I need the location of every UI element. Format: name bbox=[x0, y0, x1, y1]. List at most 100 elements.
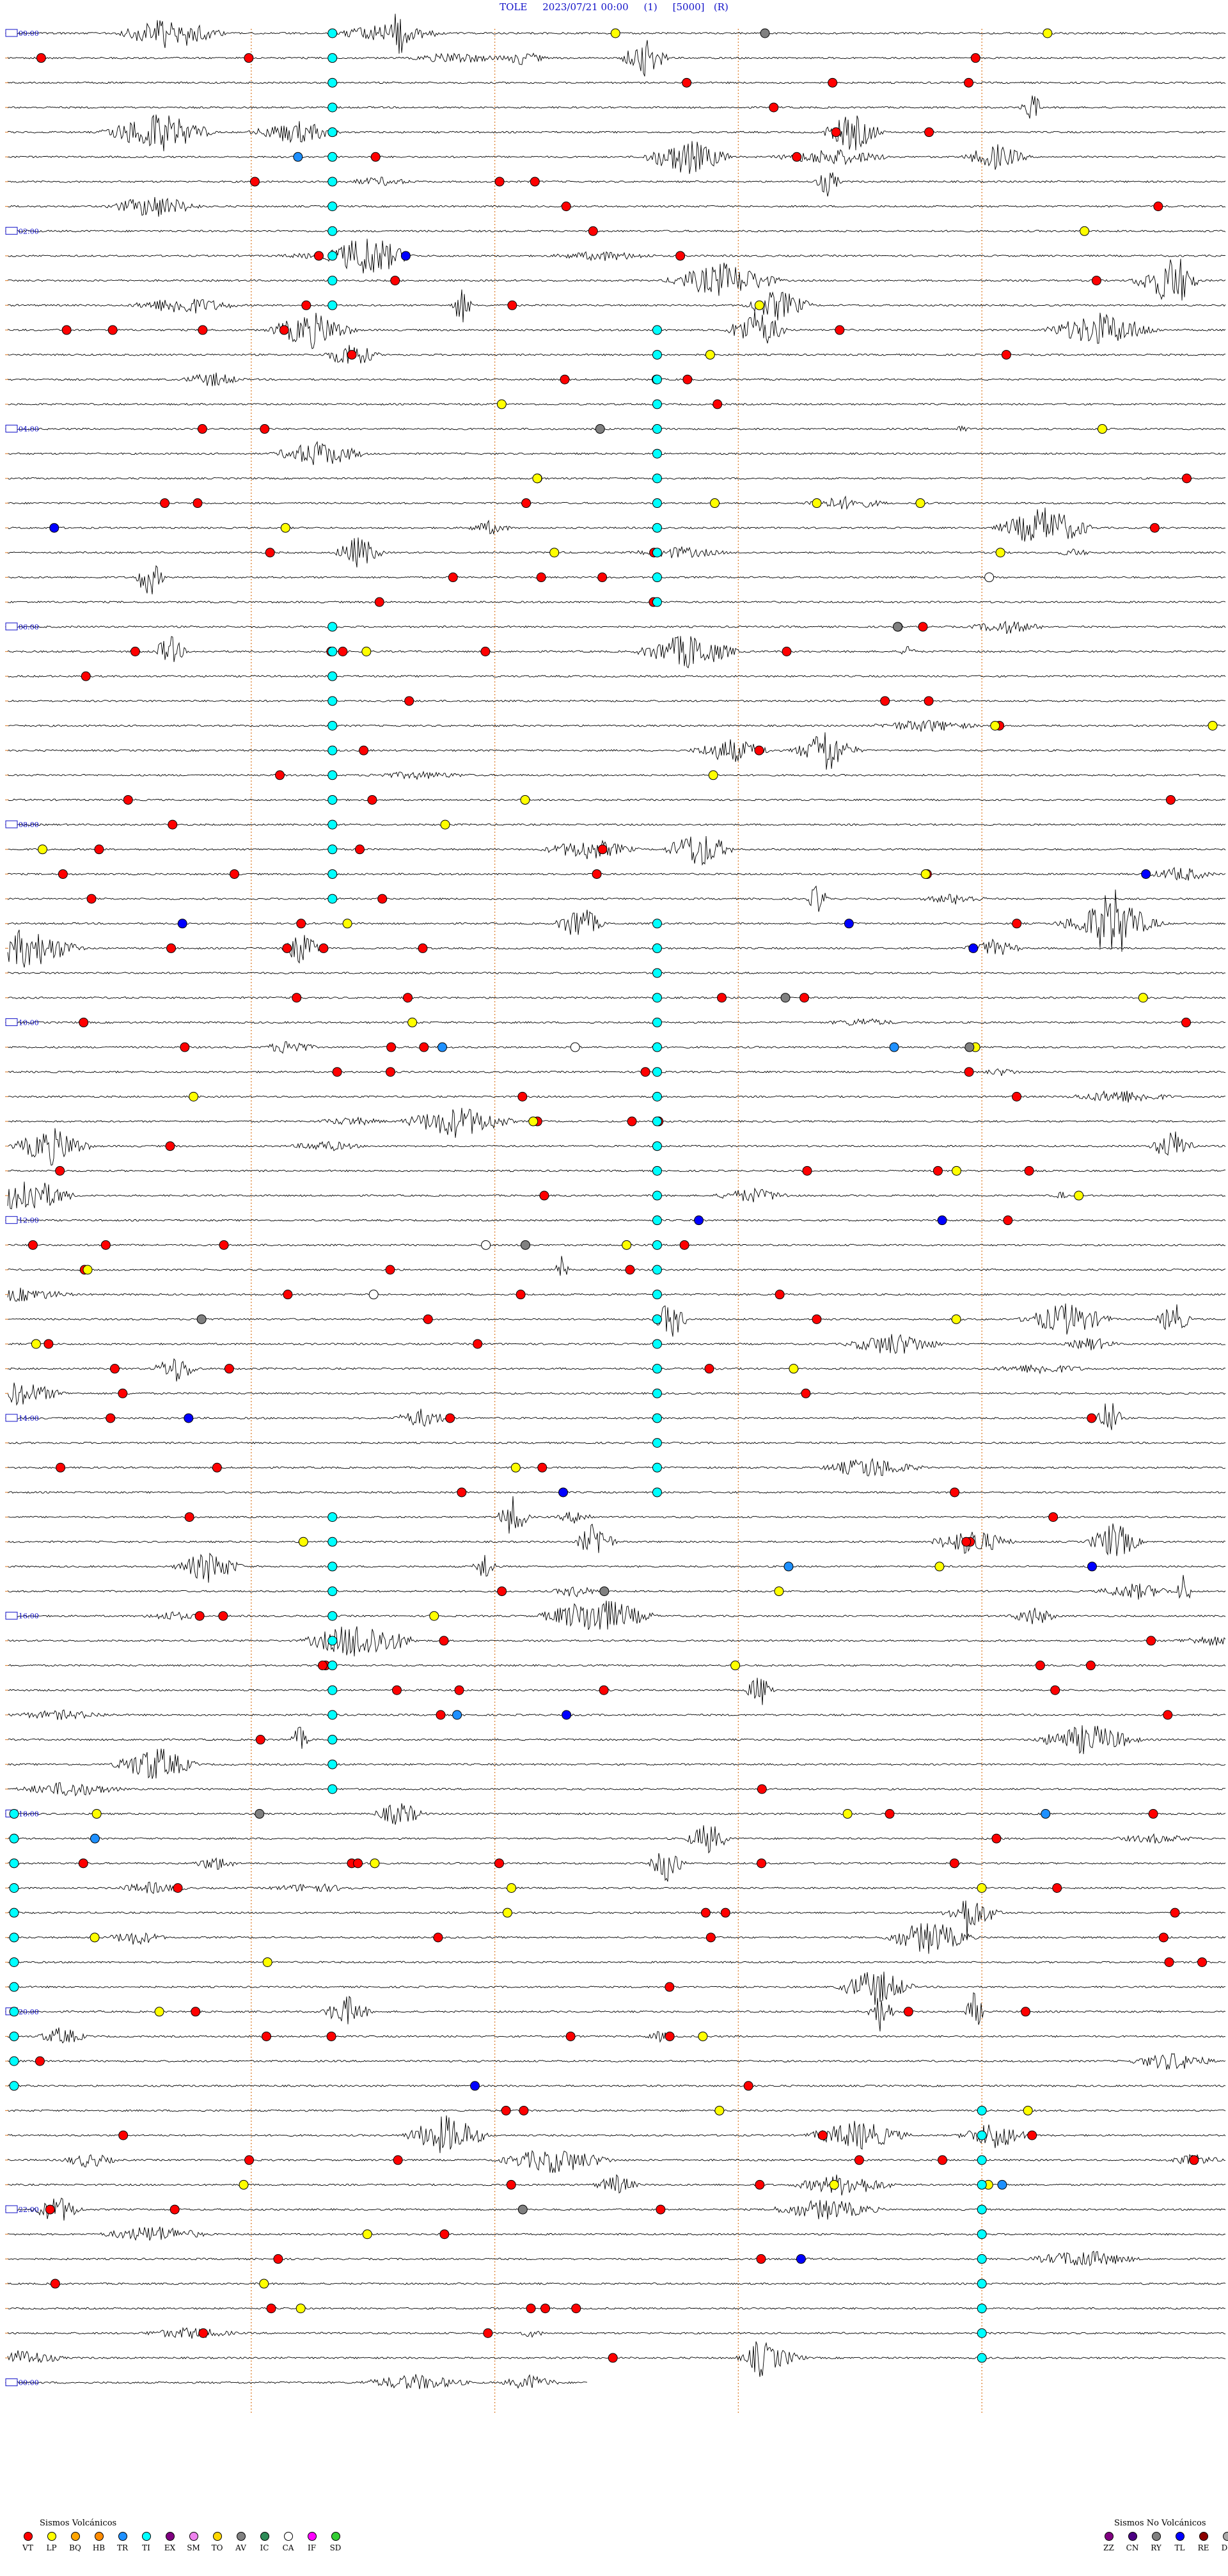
event-marker-vt bbox=[313, 251, 324, 261]
event-marker-tl bbox=[470, 2081, 480, 2091]
event-marker-vt bbox=[45, 2204, 55, 2215]
event-marker-vt bbox=[385, 1265, 395, 1275]
trace-line bbox=[7, 1358, 1226, 1382]
event-marker-lp bbox=[502, 1908, 512, 1918]
event-marker-vt bbox=[354, 844, 365, 855]
event-marker-vt bbox=[1165, 794, 1176, 805]
hour-label: 16:00 bbox=[5, 1611, 39, 1620]
legend-code: IF bbox=[307, 2543, 317, 2552]
event-marker-vt bbox=[565, 2031, 576, 2041]
trace-line bbox=[7, 823, 1226, 826]
event-marker-lp bbox=[829, 2179, 839, 2190]
legend-swatch bbox=[331, 2532, 340, 2541]
legend-code: TL bbox=[1174, 2543, 1185, 2552]
event-marker-ca bbox=[984, 573, 995, 583]
event-marker-lp bbox=[361, 647, 372, 656]
event-marker-vt bbox=[43, 1339, 54, 1349]
event-marker-vt bbox=[385, 1067, 395, 1077]
event-marker-lp bbox=[774, 1586, 784, 1597]
event-marker-ti bbox=[327, 201, 338, 212]
event-marker-vt bbox=[283, 1290, 293, 1300]
event-marker-ti bbox=[652, 1042, 662, 1052]
legend-swatch bbox=[1104, 2532, 1114, 2541]
event-marker-ti bbox=[652, 1215, 662, 1226]
event-marker-vt bbox=[255, 1735, 265, 1745]
event-marker-ti bbox=[977, 2279, 987, 2289]
event-marker-ti bbox=[652, 573, 662, 583]
event-marker-ti bbox=[652, 1314, 662, 1324]
legend-swatch bbox=[23, 2532, 33, 2541]
event-marker-ca bbox=[368, 1290, 379, 1300]
event-marker-ti bbox=[9, 1883, 19, 1893]
event-marker-tr bbox=[452, 1710, 462, 1720]
event-marker-ti bbox=[652, 943, 662, 953]
event-marker-vt bbox=[374, 597, 384, 607]
event-marker-vt bbox=[592, 869, 602, 879]
trace-line bbox=[7, 1709, 1226, 1720]
trace-line bbox=[7, 1677, 1226, 1705]
event-marker-ti bbox=[652, 548, 662, 558]
event-marker-vt bbox=[165, 1141, 175, 1151]
event-marker-lp bbox=[407, 1017, 418, 1027]
event-marker-vt bbox=[964, 1067, 974, 1077]
trace-line bbox=[7, 798, 1226, 802]
legend-swatch bbox=[94, 2532, 104, 2541]
event-marker-vt bbox=[473, 1339, 483, 1349]
event-marker-ti bbox=[652, 1265, 662, 1275]
event-marker-vt bbox=[720, 1908, 730, 1918]
event-marker-lp bbox=[37, 844, 47, 855]
trace-line bbox=[7, 1169, 1225, 1173]
event-marker-ti bbox=[327, 1636, 338, 1646]
trace-line bbox=[7, 372, 1226, 386]
event-marker-lp bbox=[952, 1166, 962, 1176]
trace-line bbox=[7, 114, 1226, 152]
event-marker-vt bbox=[588, 226, 598, 236]
event-marker-vt bbox=[775, 1290, 785, 1300]
trace-line bbox=[7, 345, 1226, 364]
event-marker-vt bbox=[835, 325, 845, 335]
event-marker-ti bbox=[652, 1438, 662, 1448]
trace-line bbox=[7, 1825, 1226, 1854]
event-marker-lp bbox=[342, 919, 352, 929]
event-marker-vt bbox=[1001, 350, 1011, 360]
trace-line bbox=[7, 2307, 1225, 2310]
trace-line bbox=[7, 889, 1226, 952]
event-marker-vt bbox=[326, 2031, 336, 2041]
event-marker-ti bbox=[652, 424, 662, 434]
event-marker-ti bbox=[9, 1908, 19, 1918]
event-marker-vt bbox=[937, 2155, 947, 2165]
trace-line bbox=[7, 1923, 1226, 1954]
legend-item-ex: EX bbox=[158, 2532, 182, 2552]
event-marker-ti bbox=[652, 919, 662, 929]
trace-line bbox=[7, 1382, 1226, 1406]
event-marker-ti bbox=[327, 1710, 338, 1720]
trace-line bbox=[7, 2226, 1226, 2241]
event-marker-vt bbox=[560, 374, 570, 384]
event-marker-ti bbox=[327, 77, 338, 88]
event-marker-vt bbox=[36, 53, 46, 63]
event-marker-lp bbox=[154, 2007, 164, 2017]
legend-code: RE bbox=[1197, 2543, 1209, 2552]
svg-text:20:00: 20:00 bbox=[19, 2008, 39, 2016]
event-marker-vt bbox=[282, 943, 292, 953]
event-marker-vt bbox=[1012, 1091, 1022, 1102]
event-marker-vt bbox=[1153, 201, 1163, 212]
event-marker-ti bbox=[977, 2179, 987, 2190]
event-marker-vt bbox=[625, 1265, 635, 1275]
legend-item-ry: RY bbox=[1144, 2532, 1168, 2552]
legend-swatch bbox=[307, 2532, 317, 2541]
event-marker-lp bbox=[1097, 424, 1107, 434]
event-marker-vt bbox=[539, 1190, 549, 1201]
event-marker-vt bbox=[571, 2303, 581, 2314]
event-marker-vt bbox=[35, 2056, 45, 2066]
trace-line bbox=[7, 1992, 1226, 2032]
event-marker-lp bbox=[91, 1809, 102, 1819]
event-marker-vt bbox=[1164, 1957, 1174, 1967]
event-marker-vt bbox=[782, 647, 792, 656]
legend-item-hb: HB bbox=[87, 2532, 111, 2552]
event-marker-lp bbox=[951, 1314, 961, 1324]
legend-item-ds: DS bbox=[1215, 2532, 1228, 2552]
legend-item-lp: LP bbox=[40, 2532, 63, 2552]
event-marker-lp bbox=[1023, 2105, 1033, 2115]
